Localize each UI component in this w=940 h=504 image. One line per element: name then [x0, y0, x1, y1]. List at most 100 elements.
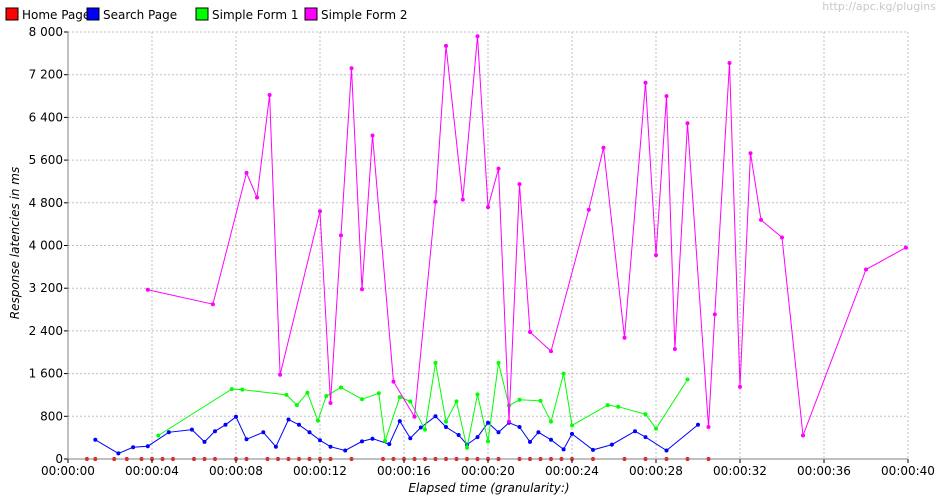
- data-point-simple-form-1: [538, 398, 543, 403]
- legend-label: Search Page: [103, 8, 177, 22]
- data-point-simple-form-1: [643, 412, 648, 417]
- data-point-simple-form-2: [727, 61, 732, 65]
- data-point-search-page: [318, 438, 322, 443]
- data-point-simple-form-1: [305, 390, 310, 395]
- y-tick-label: 0: [55, 452, 63, 466]
- legend-item-simple-form-2: Simple Form 2: [304, 7, 407, 22]
- data-point-simple-form-2: [672, 347, 677, 351]
- legend-label: Simple Form 1: [212, 8, 298, 22]
- data-point-simple-form-1: [454, 399, 459, 404]
- y-tick-label: 800: [40, 409, 63, 423]
- data-point-simple-form-2: [507, 419, 511, 424]
- y-axis-label: Response latencies in ms: [8, 167, 22, 319]
- data-point-simple-form-1: [229, 387, 234, 392]
- data-point-search-page: [444, 425, 448, 429]
- data-point-search-page: [131, 445, 136, 450]
- data-point-search-page: [145, 444, 150, 449]
- data-point-simple-form-1: [423, 427, 427, 432]
- data-point-simple-form-2: [759, 217, 763, 222]
- data-point-simple-form-1: [561, 371, 566, 376]
- series-simple-form-2: [145, 34, 908, 438]
- data-point-search-page: [328, 444, 333, 449]
- data-point-search-page: [286, 417, 291, 422]
- data-point-simple-form-2: [549, 349, 553, 354]
- x-tick-label: 00:00:00: [41, 464, 95, 478]
- data-point-simple-form-2: [444, 43, 448, 48]
- data-point-search-page: [93, 437, 98, 442]
- data-point-simple-form-2: [278, 372, 283, 377]
- x-tick-label: 00:00:32: [713, 464, 767, 478]
- data-point-search-page: [408, 436, 413, 441]
- data-point-simple-form-2: [328, 401, 333, 405]
- data-point-simple-form-2: [244, 170, 249, 175]
- x-tick-label: 00:00:04: [125, 464, 179, 478]
- data-point-simple-form-2: [460, 197, 465, 202]
- data-point-search-page: [189, 427, 194, 432]
- data-point-simple-form-2: [360, 287, 364, 292]
- data-point-simple-form-2: [412, 414, 417, 419]
- legend-swatch: [5, 7, 19, 21]
- legend-label: Simple Form 2: [321, 8, 407, 22]
- data-point-simple-form-1: [284, 392, 289, 397]
- legend-item-home-page: Home Page: [5, 7, 90, 22]
- data-point-simple-form-1: [339, 385, 343, 390]
- data-point-search-page: [273, 444, 278, 449]
- data-point-simple-form-2: [210, 302, 215, 307]
- data-point-simple-form-1: [605, 403, 610, 408]
- data-point-simple-form-2: [748, 151, 753, 156]
- x-tick-label: 00:00:24: [545, 464, 599, 478]
- data-point-simple-form-2: [528, 330, 532, 334]
- axes: 0 800 1 600 2 400 3 200 4 000 4 800 5 600 6 400 7…: [29, 25, 935, 478]
- x-tick-label: 00:00:20: [461, 464, 515, 478]
- data-point-search-page: [609, 442, 614, 447]
- data-point-simple-form-1: [570, 423, 574, 428]
- data-point-simple-form-2: [801, 433, 805, 438]
- legend-item-simple-form-1: Simple Form 1: [195, 7, 298, 22]
- data-point-search-page: [397, 419, 402, 424]
- data-point-simple-form-2: [712, 312, 717, 317]
- data-point-search-page: [387, 442, 392, 447]
- data-point-simple-form-2: [903, 245, 908, 250]
- y-tick-label: 2 400: [29, 324, 63, 338]
- data-point-simple-form-2: [339, 233, 343, 238]
- data-point-simple-form-2: [255, 195, 259, 200]
- data-point-simple-form-1: [408, 399, 413, 404]
- data-point-search-page: [343, 448, 348, 453]
- data-point-search-page: [307, 430, 312, 435]
- grid: [68, 31, 909, 459]
- y-tick-label: 4 800: [29, 196, 63, 210]
- legend-label: Home Page: [22, 8, 90, 22]
- data-point-simple-form-2: [780, 235, 784, 240]
- legend-swatch: [195, 7, 209, 21]
- x-tick-label: 00:00:36: [797, 464, 851, 478]
- data-point-simple-form-2: [475, 34, 480, 39]
- data-point-simple-form-1: [433, 360, 438, 365]
- data-point-search-page: [234, 414, 238, 419]
- data-point-simple-form-2: [349, 66, 354, 71]
- data-point-search-page: [561, 447, 566, 452]
- data-point-search-page: [536, 430, 541, 435]
- y-tick-label: 1 600: [29, 367, 63, 381]
- data-point-simple-form-2: [517, 182, 522, 187]
- data-point-simple-form-1: [486, 439, 490, 444]
- data-point-simple-form-1: [315, 418, 320, 423]
- y-tick-label: 7 200: [29, 68, 63, 82]
- data-point-simple-form-2: [643, 80, 648, 85]
- data-point-search-page: [116, 451, 121, 456]
- data-point-simple-form-1: [517, 397, 522, 402]
- data-point-search-page: [664, 448, 669, 453]
- data-point-simple-form-2: [267, 93, 272, 97]
- data-point-simple-form-2: [601, 145, 606, 150]
- data-point-search-page: [486, 420, 490, 425]
- data-point-simple-form-2: [391, 379, 396, 384]
- watermark: http://apc.kg/plugins: [822, 0, 936, 13]
- data-point-simple-form-2: [706, 425, 711, 429]
- data-point-search-page: [570, 431, 574, 436]
- data-point-simple-form-1: [444, 419, 448, 424]
- data-point-simple-form-2: [486, 205, 490, 210]
- data-point-simple-form-1: [156, 433, 161, 438]
- data-point-search-page: [528, 439, 532, 444]
- x-tick-label: 00:00:08: [209, 464, 263, 478]
